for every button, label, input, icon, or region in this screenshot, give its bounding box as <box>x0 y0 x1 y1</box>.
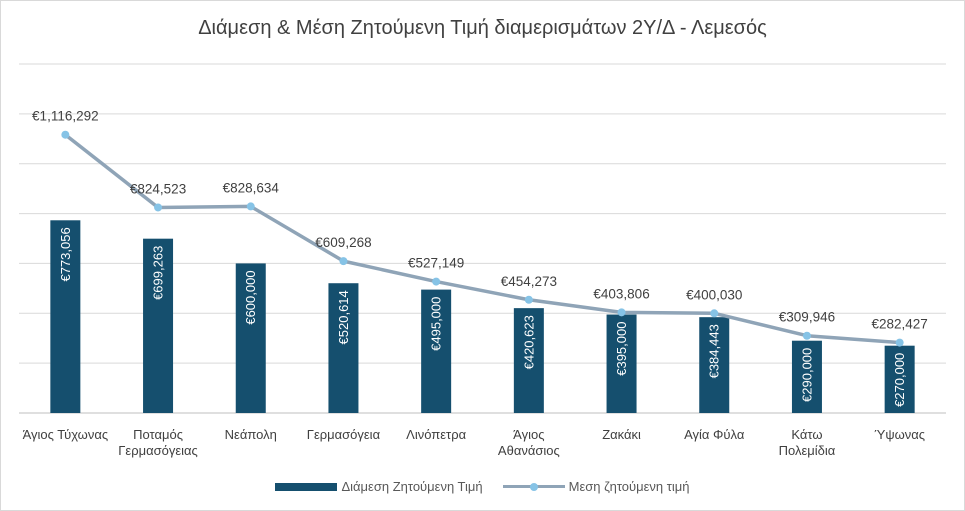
x-tick-label: Άγιος Αθανάσιος <box>498 427 560 458</box>
line-data-label: €282,427 <box>871 317 927 332</box>
line-data-label: €828,634 <box>223 180 280 195</box>
bar-data-label: €270,000 <box>892 353 907 407</box>
bar-data-label: €420,623 <box>521 315 536 369</box>
legend-swatch-bar <box>275 482 338 491</box>
line-point <box>246 202 255 211</box>
bar <box>421 289 452 413</box>
mean-series-line <box>63 132 902 345</box>
chart-title: Διάμεση & Μέση Ζητούμενη Τιμή διαμερισμά… <box>198 17 767 39</box>
line-point <box>710 309 719 318</box>
bar <box>143 238 174 413</box>
line-data-label: €824,523 <box>130 181 186 196</box>
bar-data-label: €699,263 <box>151 246 166 300</box>
chart-legend: Διάμεση Ζητούμενη Τιμή Μεση ζητούμενη τι… <box>1 479 964 494</box>
line-point <box>524 295 533 304</box>
x-tick-label: Γερμασόγεια <box>307 427 381 442</box>
x-tick-label: Ποταμός Γερμασόγειας <box>118 427 198 458</box>
bar <box>513 308 544 413</box>
bar-data-label: €773,056 <box>58 227 73 281</box>
bar <box>699 317 730 413</box>
bar <box>791 340 822 413</box>
line-data-label: €454,273 <box>501 274 557 289</box>
x-tick-label: Ζακάκι <box>602 427 641 442</box>
line-point <box>895 338 904 347</box>
bar <box>328 283 359 413</box>
x-tick-label: Λινόπετρα <box>406 427 466 442</box>
legend-item-median: Διάμεση Ζητούμενη Τιμή <box>275 479 483 494</box>
legend-label-mean: Μεση ζητούμενη τιμή <box>568 479 690 494</box>
line-data-label: €400,030 <box>686 287 742 302</box>
bar-data-label: €290,000 <box>799 348 814 402</box>
line-data-label: €609,268 <box>315 235 371 250</box>
bar-data-label: €600,000 <box>243 270 258 324</box>
x-tick-label: Νεάπολη <box>225 427 277 442</box>
line-data-label: €309,946 <box>779 310 835 325</box>
line-point <box>154 203 163 212</box>
line-point <box>432 277 441 286</box>
line-point <box>61 130 70 139</box>
bar <box>606 314 637 413</box>
line-data-label: €527,149 <box>408 256 464 271</box>
line-data-label: €403,806 <box>593 286 649 301</box>
legend-swatch-line <box>502 481 565 493</box>
legend-label-median: Διάμεση Ζητούμενη Τιμή <box>341 479 483 494</box>
bar <box>50 220 81 413</box>
x-tick-label: Κάτω Πολεμίδια <box>779 427 836 458</box>
legend-item-mean: Μεση ζητούμενη τιμή <box>502 479 690 494</box>
line-point <box>339 257 348 266</box>
line-point <box>802 331 811 340</box>
x-tick-label: Άγιος Τύχωνας <box>23 427 109 442</box>
bar-data-label: €395,000 <box>614 322 629 376</box>
x-tick-label: Αγία Φύλα <box>684 427 745 442</box>
line-data-label: €1,116,292 <box>32 109 99 124</box>
line-point <box>617 308 626 317</box>
bar <box>235 263 266 413</box>
bar-data-label: €520,614 <box>336 290 351 344</box>
x-tick-label: Ύψωνας <box>874 427 925 442</box>
bar-data-label: €495,000 <box>429 297 444 351</box>
bar-data-label: €384,443 <box>707 324 722 378</box>
bar <box>884 345 915 413</box>
